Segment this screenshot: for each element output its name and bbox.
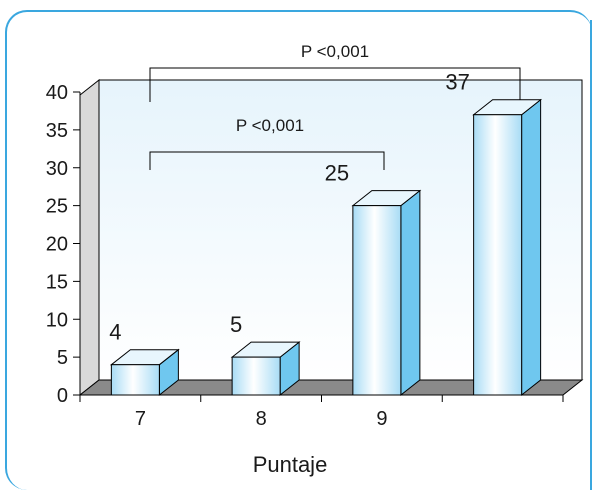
bar-value-label: 5	[230, 312, 242, 337]
significance-bracket: P <0,001	[149, 42, 521, 102]
y-tick-label: 35	[46, 120, 68, 142]
bars	[109, 98, 543, 397]
p-value-label: P <0,001	[301, 42, 369, 61]
chart-frame-edge	[590, 20, 592, 490]
bar-side	[521, 98, 542, 397]
x-tick-label: 9	[376, 408, 387, 430]
bar-front	[352, 205, 402, 396]
bar	[351, 189, 422, 397]
bar-value-label: 25	[325, 161, 349, 186]
significance-brackets: P <0,001 P <0,001	[149, 42, 521, 170]
x-axis-title: Puntaje	[253, 452, 328, 477]
y-tick-label: 5	[57, 347, 68, 369]
bar	[109, 348, 180, 397]
y-tick-label: 40	[46, 82, 68, 104]
y-tick-label: 20	[46, 234, 68, 256]
bar-front	[473, 114, 523, 396]
x-axis-ticks: 7 8 9	[79, 395, 564, 430]
y-tick-label: 0	[57, 385, 68, 407]
bar-front	[110, 364, 160, 396]
x-tick-label: 7	[135, 408, 146, 430]
data-labels: 4 5 25 37	[109, 70, 470, 345]
significance-bracket: P <0,001	[149, 116, 385, 170]
y-axis-ticks: 0 5 10 15 20 25 30 35 40	[46, 82, 80, 407]
p-value-label: P <0,001	[236, 116, 304, 135]
bar-side	[400, 189, 421, 397]
bar	[472, 98, 543, 397]
bar-front	[231, 356, 281, 396]
bar-value-label: 4	[109, 320, 121, 345]
y-tick-label: 15	[46, 271, 68, 293]
bar	[230, 341, 301, 397]
y-tick-label: 25	[46, 196, 68, 218]
left-wall	[79, 78, 100, 397]
x-tick-label: 8	[256, 408, 267, 430]
chart-frame	[5, 10, 592, 490]
bar-value-label: 37	[445, 70, 469, 95]
y-tick-label: 30	[46, 158, 68, 180]
y-tick-label: 10	[46, 309, 68, 331]
